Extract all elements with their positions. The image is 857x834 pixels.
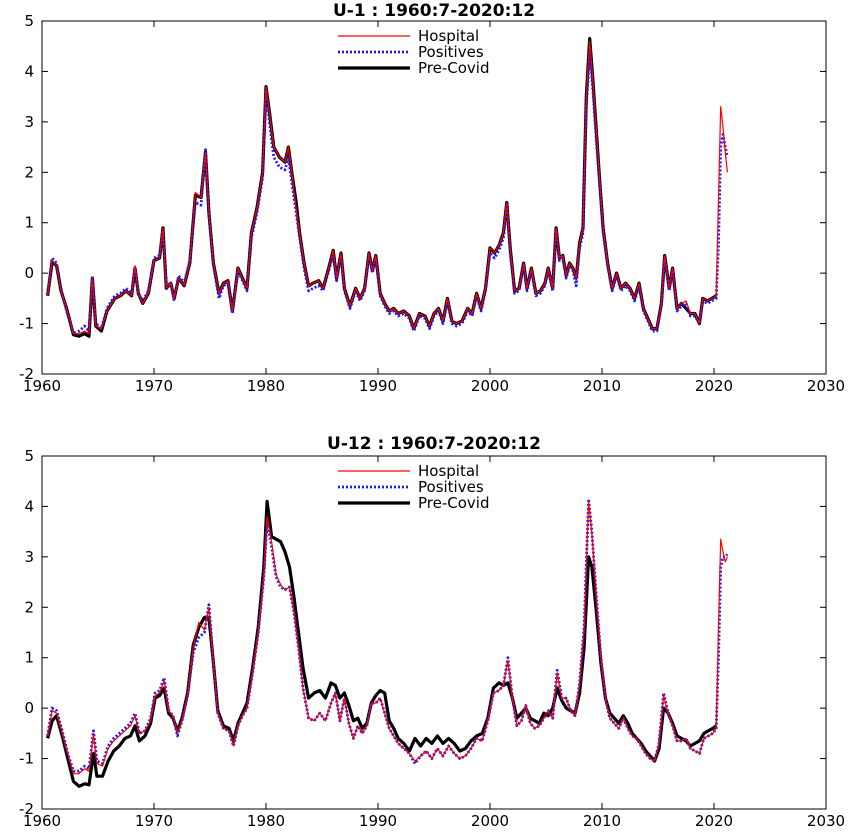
y-tick-label: -2 <box>19 365 34 383</box>
x-tick-label: 1960 <box>23 812 61 830</box>
legend-label: Positives <box>418 478 484 496</box>
y-tick-label: 5 <box>24 447 34 465</box>
legend-label: Hospital <box>418 462 479 480</box>
y-tick-label: 5 <box>24 12 34 30</box>
legend-label: Hospital <box>418 27 479 45</box>
series-line-pre-covid <box>46 499 718 788</box>
series-line-hospital <box>47 40 728 335</box>
y-tick-label: 2 <box>24 163 34 181</box>
chart-title: U-1 : 1960:7-2020:12 <box>333 1 535 21</box>
y-tick-label: 3 <box>24 548 34 566</box>
x-tick-label: 2000 <box>471 812 509 830</box>
y-tick-label: 3 <box>24 113 34 131</box>
x-tick-label: 1960 <box>23 377 61 395</box>
x-tick-label: 2010 <box>583 377 621 395</box>
x-tick-label: 1990 <box>359 812 397 830</box>
y-tick-label: 2 <box>24 598 34 616</box>
y-tick-label: 0 <box>24 264 34 282</box>
series-line-positives <box>46 497 729 773</box>
chart-panel-1: U-1 : 1960:7-2020:12 1960 1970 1980 1990 2000… <box>19 1 845 395</box>
y-tick-label: -1 <box>19 315 34 333</box>
y-tick-label: 1 <box>24 214 34 232</box>
y-tick-label: 1 <box>24 649 34 667</box>
x-tick-label: 2030 <box>807 377 845 395</box>
y-tick-label: -1 <box>19 750 34 768</box>
legend-label: Pre-Covid <box>418 59 489 77</box>
x-tick-label: 2010 <box>583 812 621 830</box>
series-line-hospital <box>47 500 728 775</box>
x-tick-label: 1990 <box>359 377 397 395</box>
y-tick-label: 0 <box>24 699 34 717</box>
x-tick-label: 2030 <box>807 812 845 830</box>
plot-frame <box>41 455 827 810</box>
x-tick-label: 1970 <box>135 377 173 395</box>
plot-frame <box>41 20 827 375</box>
y-tick-label: -2 <box>19 800 34 818</box>
y-tick-label: 4 <box>24 497 34 515</box>
legend-label: Pre-Covid <box>418 494 489 512</box>
chart-title: U-12 : 1960:7-2020:12 <box>327 434 541 454</box>
legend-label: Positives <box>418 43 484 61</box>
x-tick-label: 2000 <box>471 377 509 395</box>
x-tick-label: 1980 <box>247 377 285 395</box>
x-tick-label: 1970 <box>135 812 173 830</box>
x-tick-label: 2020 <box>695 377 733 395</box>
x-tick-label: 2020 <box>695 812 733 830</box>
x-tick-label: 1980 <box>247 812 285 830</box>
y-tick-label: 4 <box>24 62 34 80</box>
chart-panel-2: U-12 : 1960:7-2020:12 1960 1970 1980 1990 200… <box>19 434 845 830</box>
